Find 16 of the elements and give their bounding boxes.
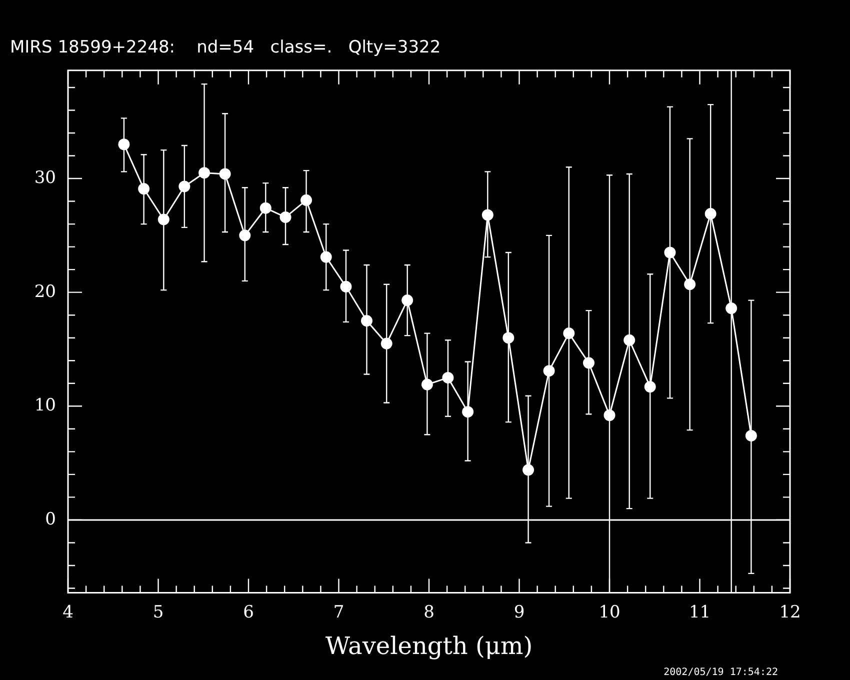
x-tick-label: 5 xyxy=(152,602,164,622)
x-tick-label: 4 xyxy=(62,602,74,622)
y-tick-label: 30 xyxy=(34,168,56,188)
x-tick-label: 7 xyxy=(333,602,344,622)
chart-title: MIRS 18599+2248: nd=54 class=. Qlty=3322 xyxy=(10,38,441,58)
x-axis-title: Wavelength (μm) xyxy=(325,632,533,660)
x-tick-label: 8 xyxy=(424,602,434,622)
y-tick-label: 20 xyxy=(34,282,56,302)
y-tick-label: 0 xyxy=(45,509,56,530)
text: 2002/05/19 17:54:22 xyxy=(664,667,778,678)
x-tick-label: 11 xyxy=(688,602,711,622)
x-tick-label: 12 xyxy=(779,602,801,622)
y-tick-label: 10 xyxy=(34,396,56,416)
x-tick-label: 6 xyxy=(243,602,254,622)
x-tick-label: 10 xyxy=(598,602,620,622)
x-tick-label: 9 xyxy=(514,602,525,622)
